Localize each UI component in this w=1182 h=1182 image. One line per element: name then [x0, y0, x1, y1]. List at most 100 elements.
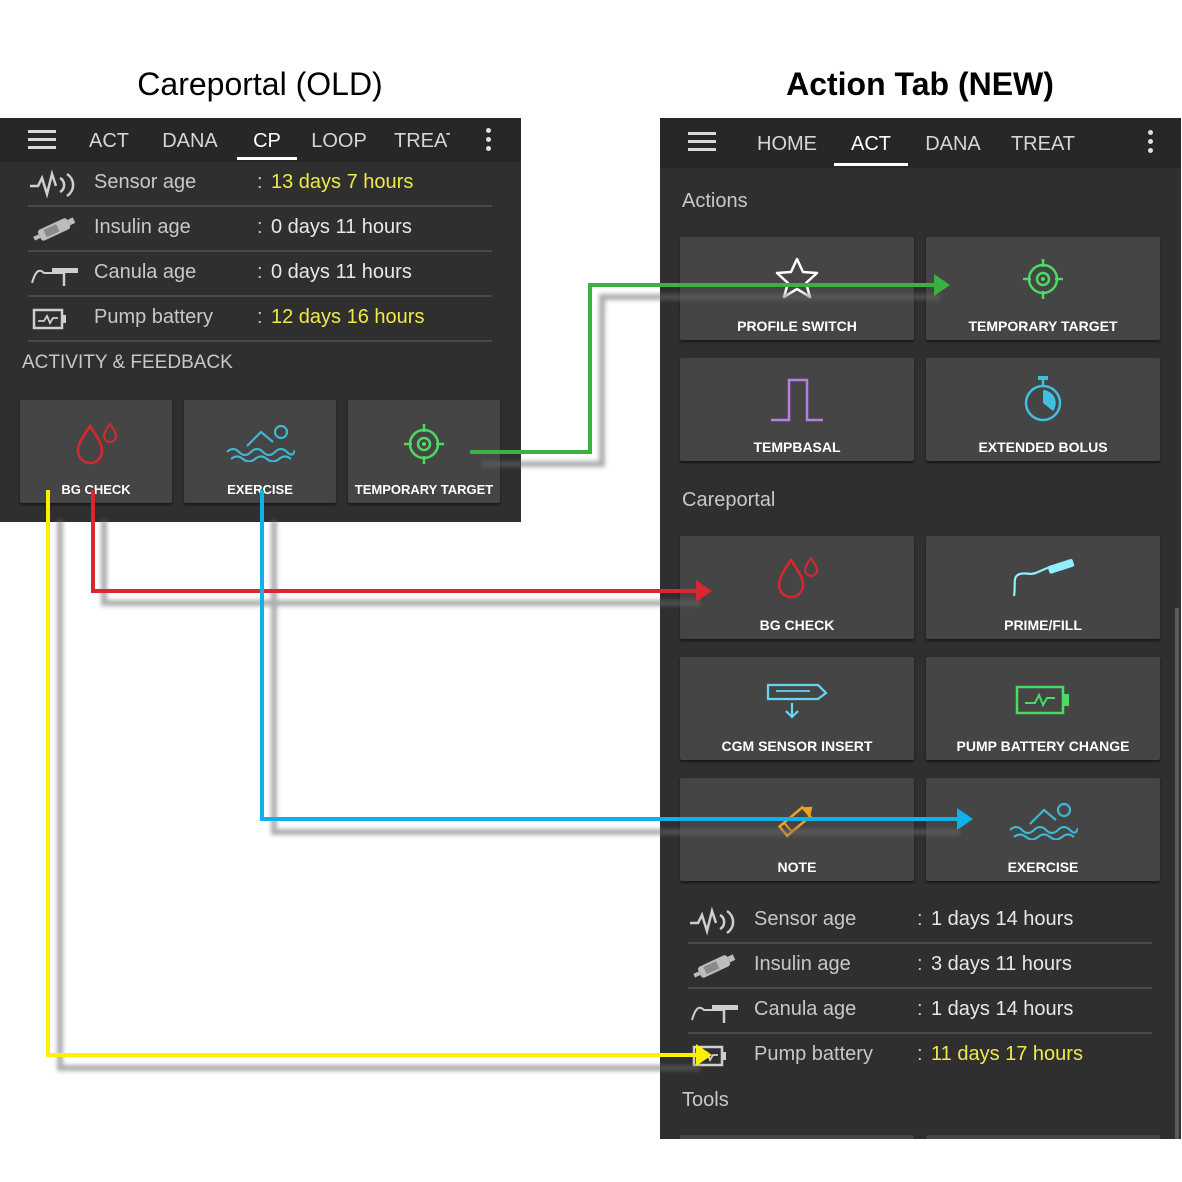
prime-fill-icon	[1012, 559, 1075, 597]
cgm-sensor-insert-button[interactable]: CGM SENSOR INSERT	[680, 657, 914, 760]
green-arrow-line	[470, 283, 936, 454]
tempbasal-button[interactable]: TEMPBASAL	[680, 358, 914, 461]
row-value: 12 days 16 hours	[271, 306, 425, 328]
button-label: EXERCISE	[1007, 859, 1079, 875]
button-label: TEMPORARY TARGET	[354, 482, 494, 497]
battery-icon	[32, 308, 66, 330]
row-value: 1 days 14 hours	[931, 908, 1074, 930]
row-value: 11 days 17 hours	[931, 1043, 1083, 1065]
prime-fill-button[interactable]: PRIME/FILL	[926, 536, 1160, 639]
row-colon: :	[257, 306, 263, 328]
tab-home[interactable]: HOME	[757, 133, 817, 155]
profile-switch-button[interactable]: PROFILE SWITCH	[680, 237, 914, 340]
row-colon: :	[917, 953, 923, 975]
exercise-icon	[1009, 802, 1078, 840]
new-row-sensor: Sensor age : 1 days 14 hours	[688, 900, 1152, 944]
tools-button-partial[interactable]	[926, 1135, 1160, 1139]
row-value: 0 days 11 hours	[271, 216, 412, 238]
divider	[688, 987, 1152, 989]
sensor-icon	[690, 906, 735, 936]
tab-act[interactable]: ACT	[834, 118, 908, 168]
menu-icon[interactable]	[688, 132, 716, 152]
row-label: Insulin age	[754, 953, 851, 975]
divider	[688, 1032, 1152, 1034]
scrollbar[interactable]	[1175, 608, 1179, 1139]
button-label: EXTENDED BOLUS	[978, 439, 1108, 455]
old-heading: Careportal (OLD)	[137, 66, 383, 102]
cgm-sensor-icon	[766, 683, 828, 719]
row-label: Canula age	[754, 998, 857, 1020]
new-row-battery: Pump battery : 11 days 17 hours	[688, 1035, 1152, 1079]
button-label: BG CHECK	[61, 482, 131, 497]
row-colon: :	[917, 998, 923, 1020]
exercise-button[interactable]: EXERCISE	[926, 778, 1160, 881]
tab-dana[interactable]: DANA	[925, 133, 981, 155]
star-icon	[775, 257, 819, 299]
bg-check-button[interactable]: BG CHECK	[680, 536, 914, 639]
row-label: Sensor age	[754, 908, 857, 930]
button-label: EXERCISE	[227, 482, 293, 497]
menu-icon[interactable]	[28, 130, 56, 150]
row-label: Canula age	[94, 261, 197, 283]
tools-button-partial[interactable]	[680, 1135, 914, 1139]
divider	[28, 340, 492, 342]
button-label: PUMP BATTERY CHANGE	[956, 738, 1130, 754]
insulin-icon	[693, 954, 736, 978]
divider	[28, 295, 492, 297]
old-careportal-panel: ACT DANA CP LOOP TREAT Sensor age : 13 d…	[0, 118, 521, 522]
pump-battery-change-button[interactable]: PUMP BATTERY CHANGE	[926, 657, 1160, 760]
button-label: BG CHECK	[759, 617, 835, 633]
overflow-menu-icon[interactable]	[484, 128, 492, 154]
row-colon: :	[917, 1043, 923, 1065]
pump-battery-icon	[1015, 685, 1069, 715]
tab-loop[interactable]: LOOP	[311, 130, 367, 152]
new-toolbar: HOME ACT DANA TREAT	[660, 118, 1181, 168]
bg-drop-icon	[777, 556, 819, 599]
button-label: NOTE	[777, 859, 817, 875]
row-colon: :	[917, 908, 923, 930]
old-exercise-button[interactable]: EXERCISE	[184, 400, 336, 503]
new-row-canula: Canula age : 1 days 14 hours	[688, 990, 1152, 1034]
divider	[28, 250, 492, 252]
target-icon	[404, 424, 444, 464]
tab-cp[interactable]: CP	[237, 118, 297, 162]
green-arrow-head	[934, 274, 950, 296]
stopwatch-icon	[1024, 376, 1062, 422]
old-row-insulin: Insulin age : 0 days 11 hours	[28, 208, 492, 252]
old-bg-check-button[interactable]: BG CHECK	[20, 400, 172, 503]
tab-act[interactable]: ACT	[89, 130, 129, 152]
overflow-menu-icon[interactable]	[1146, 130, 1154, 156]
row-value: 13 days 7 hours	[271, 171, 414, 193]
canula-icon	[691, 1005, 738, 1023]
temporary-target-button[interactable]: TEMPORARY TARGET	[926, 237, 1160, 340]
row-label: Insulin age	[94, 216, 191, 238]
tempbasal-icon	[771, 378, 823, 422]
tab-dana[interactable]: DANA	[162, 130, 218, 152]
blue-arrow-head	[957, 808, 973, 830]
section-careportal: Careportal	[682, 489, 776, 511]
button-label: TEMPBASAL	[753, 439, 841, 455]
bg-drop-icon	[76, 422, 118, 465]
tab-treat[interactable]: TREAT	[394, 130, 450, 152]
new-heading: Action Tab (NEW)	[786, 66, 1054, 102]
yellow-arrow-head	[696, 1044, 712, 1066]
button-label: PROFILE SWITCH	[737, 318, 857, 334]
row-label: Pump battery	[754, 1043, 873, 1065]
button-label: TEMPORARY TARGET	[968, 318, 1118, 334]
blue-arrow-line	[260, 490, 958, 821]
divider	[688, 942, 1152, 944]
row-colon: :	[257, 171, 263, 193]
exercise-icon	[226, 424, 295, 462]
divider	[28, 205, 492, 207]
old-row-battery: Pump battery : 12 days 16 hours	[28, 298, 492, 342]
tab-treat[interactable]: TREAT	[1010, 133, 1076, 155]
section-tools: Tools	[682, 1089, 729, 1111]
section-activity-feedback: ACTIVITY & FEEDBACK	[22, 352, 233, 373]
extended-bolus-button[interactable]: EXTENDED BOLUS	[926, 358, 1160, 461]
insulin-icon	[33, 217, 76, 241]
row-label: Sensor age	[94, 171, 197, 193]
old-row-canula: Canula age : 0 days 11 hours	[28, 253, 492, 297]
canula-icon	[31, 268, 78, 286]
button-label: PRIME/FILL	[1004, 617, 1082, 633]
